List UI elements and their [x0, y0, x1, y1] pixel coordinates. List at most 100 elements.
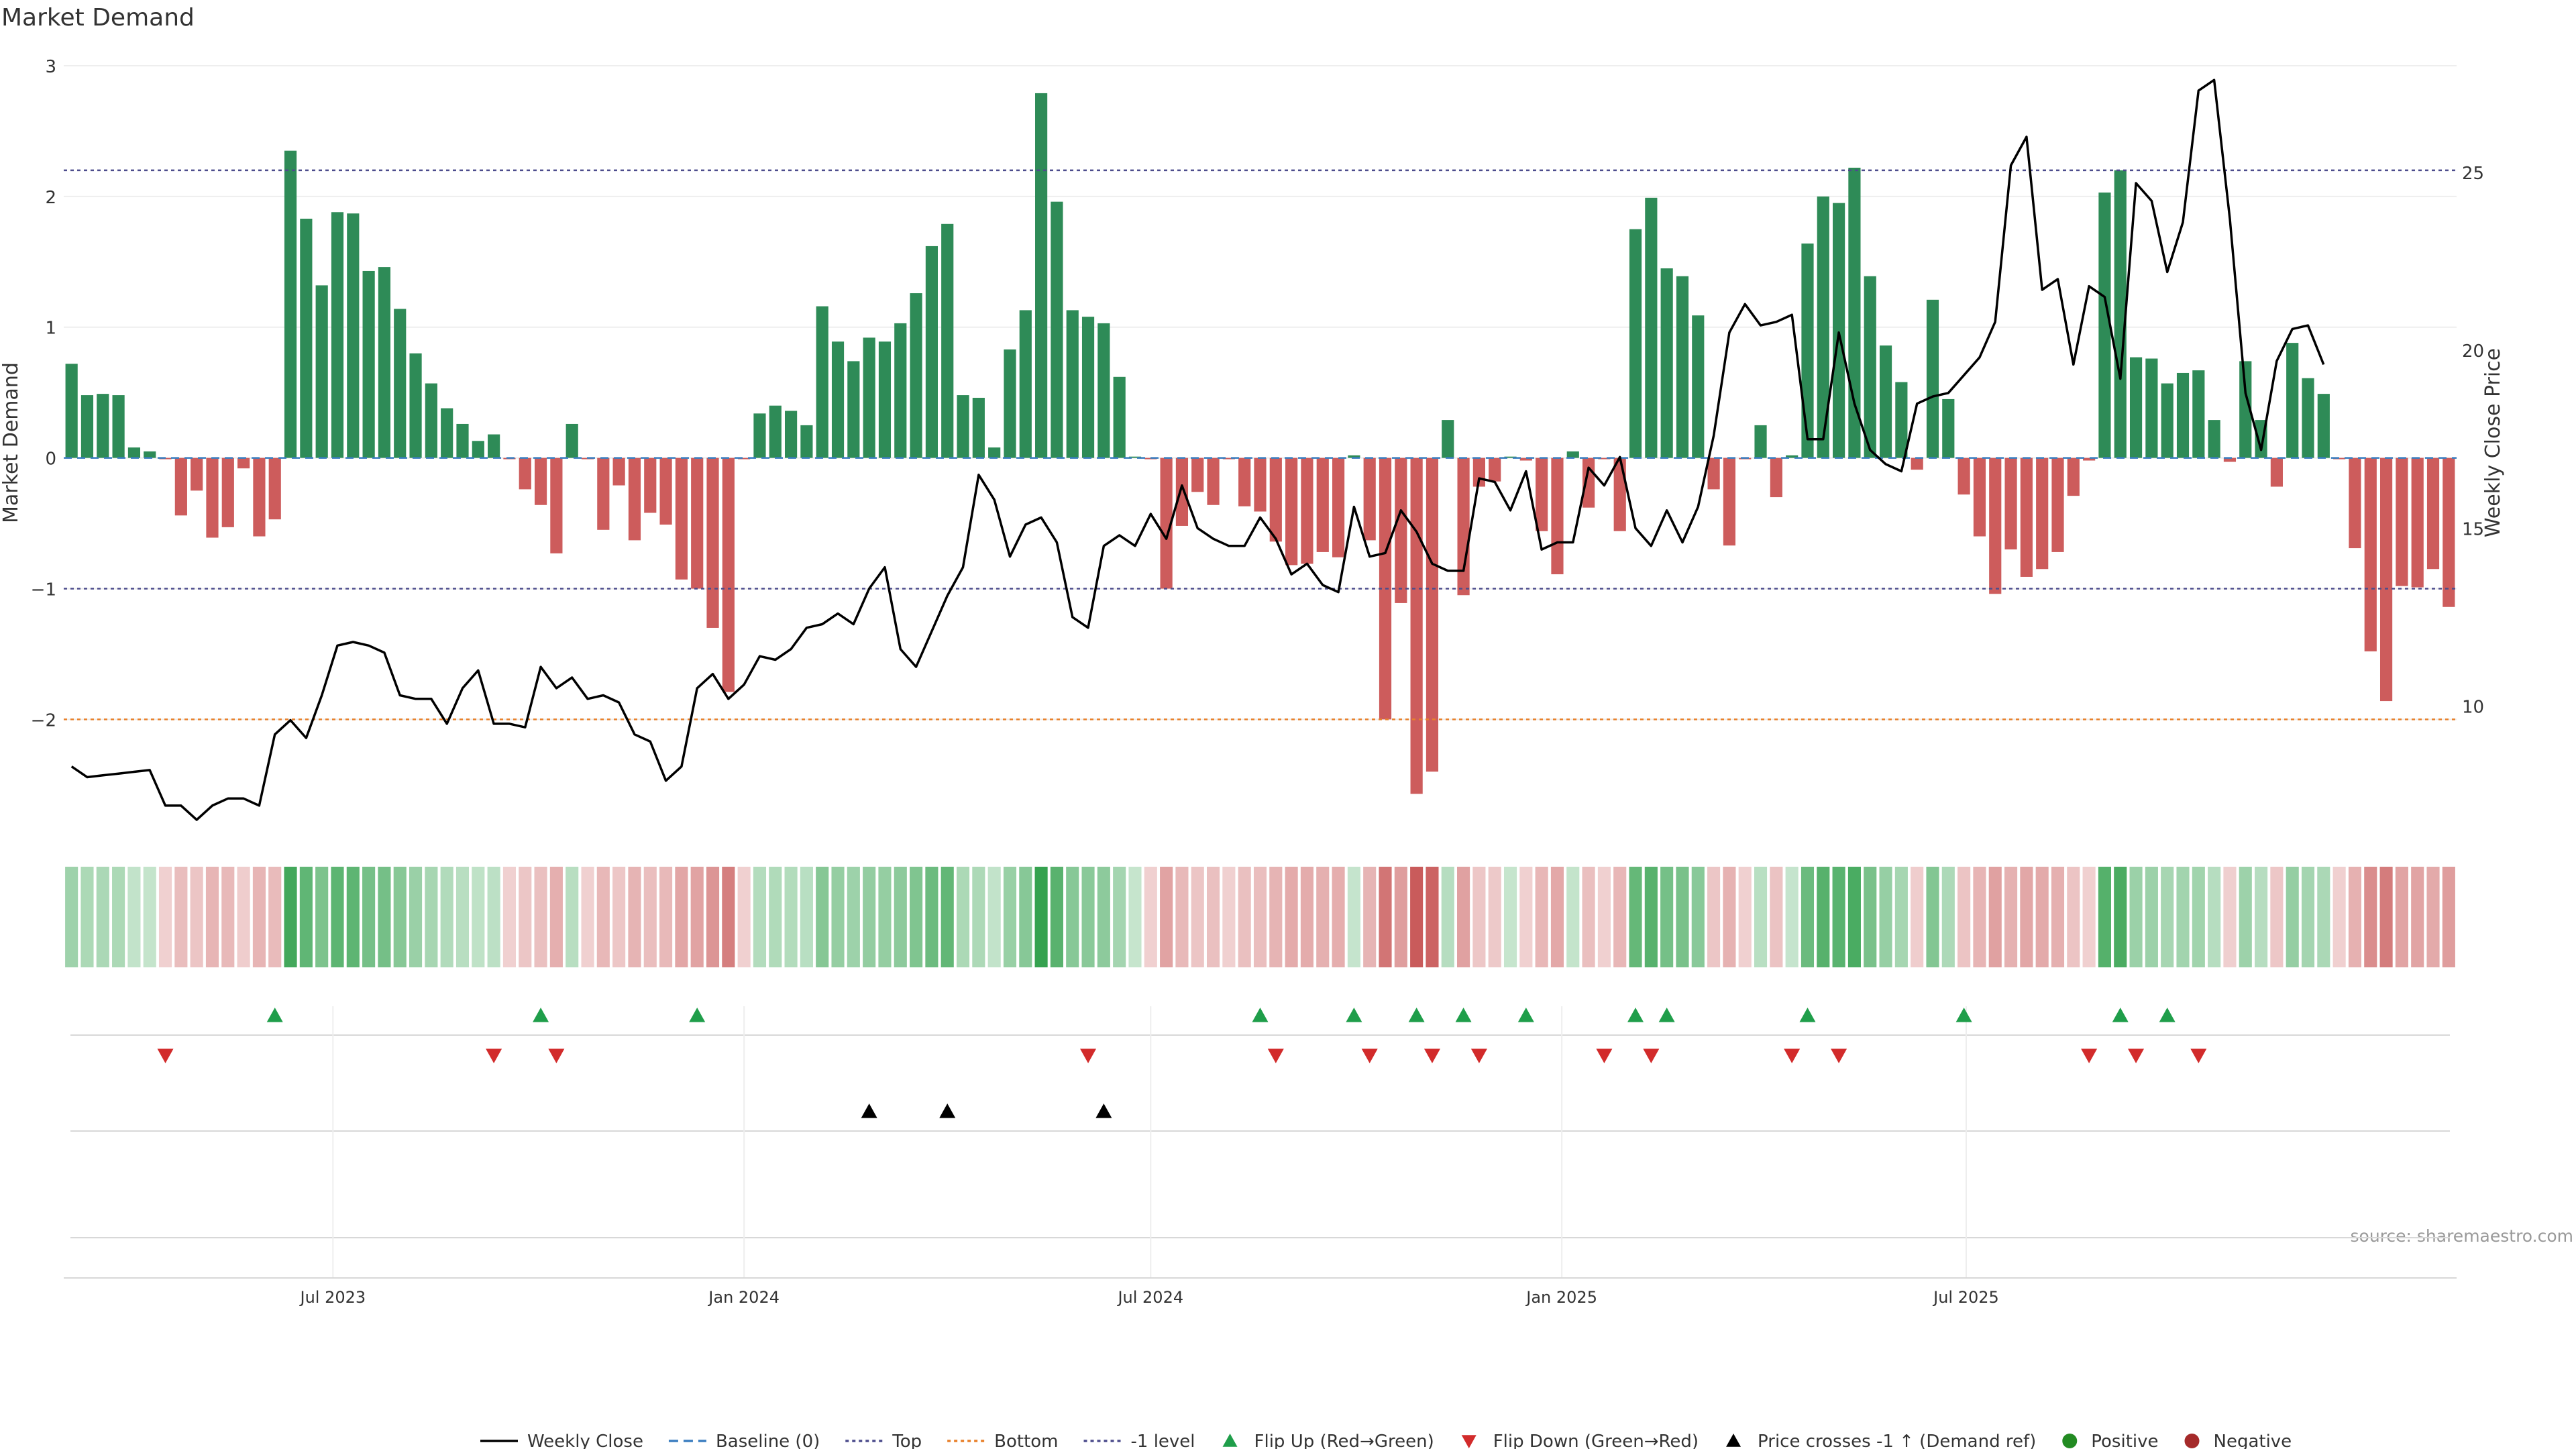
heat-strip-cell: [1316, 867, 1330, 967]
heat-strip-cell: [2379, 867, 2393, 967]
demand-bar: [472, 441, 484, 458]
demand-bar: [112, 395, 125, 458]
weekly-close-line: [70, 78, 2325, 821]
heat-strip-cell: [2286, 867, 2299, 967]
heat-strip-cell: [2270, 867, 2284, 967]
demand-bar: [1004, 349, 1016, 458]
weekly-close-line: [70, 78, 2325, 821]
demand-bar: [1598, 458, 1611, 460]
heat-strip-cell: [1691, 867, 1705, 967]
chart-title: Market Demand: [1, 4, 195, 32]
demand-bar: [2067, 458, 2080, 496]
demand-bar: [863, 337, 875, 458]
heat-strip-cell: [1519, 867, 1533, 967]
demand-bar: [1770, 458, 1782, 498]
heat-strip-cell: [252, 867, 266, 967]
heat-strip-cell: [1081, 867, 1095, 967]
heat-strip-cell: [1770, 867, 1783, 967]
legend-swatch: [2062, 1434, 2078, 1448]
y2-tick-label: 20: [2462, 341, 2484, 362]
demand-bar: [394, 309, 407, 458]
demand-bar: [2333, 458, 2346, 460]
signal-markers: [157, 1008, 2207, 1118]
flip-up-marker: [1252, 1008, 1269, 1022]
heat-strip-cell: [2004, 867, 2018, 967]
legend-swatch: [2184, 1434, 2200, 1448]
heat-strip-cell: [1379, 867, 1392, 967]
heat-strip-cell: [2239, 867, 2252, 967]
y-tick-label: 3: [45, 57, 56, 77]
heat-strip-cell: [1894, 867, 1908, 967]
heat-strip-cell: [1253, 867, 1267, 967]
heat-strip-cell: [1488, 867, 1501, 967]
heat-strip-cell: [1754, 867, 1768, 967]
heat-strip-cell: [659, 867, 673, 967]
demand-bar: [2317, 394, 2330, 458]
demand-bar: [253, 458, 266, 537]
demand-bar: [2083, 458, 2096, 461]
flip-up-marker: [1955, 1008, 1972, 1022]
heat-strip-cell: [284, 867, 297, 967]
x-tick-label: Jan 2024: [707, 1288, 780, 1307]
heat-strip-cell: [1003, 867, 1017, 967]
demand-bar: [612, 458, 625, 486]
demand-bar: [1160, 458, 1173, 589]
heat-strip-cell: [831, 867, 845, 967]
demand-bar: [488, 434, 500, 458]
heat-strip-cell: [549, 867, 563, 967]
legend-label: Flip Up (Red→Green): [1254, 1432, 1434, 1449]
demand-bar: [769, 405, 782, 458]
y2-tick-label: 25: [2462, 164, 2484, 184]
heat-strip-cell: [534, 867, 547, 967]
demand-bar: [1395, 458, 1407, 603]
legend-label: Price crosses -1 ↑ (Demand ref): [1758, 1432, 2036, 1449]
flip-up-marker: [2112, 1008, 2129, 1022]
heat-strip-cell: [1566, 867, 1580, 967]
demand-bar: [1989, 458, 2002, 594]
flip-down-marker: [1361, 1049, 1378, 1063]
demand-bar: [800, 425, 813, 458]
flip-down-marker: [548, 1049, 565, 1063]
heat-strip-cell: [1785, 867, 1799, 967]
demand-bar: [534, 458, 547, 505]
demand-bar: [2208, 420, 2220, 458]
legend-label: Negative: [2214, 1432, 2292, 1449]
demand-bar: [2396, 458, 2408, 586]
legend-item: Weekly Close: [480, 1432, 643, 1449]
demand-bar: [1489, 458, 1501, 482]
heat-strip-cell: [1207, 867, 1220, 967]
demand-bar: [1551, 458, 1564, 575]
flip-down-marker: [1784, 1049, 1801, 1063]
legend-swatch: [1461, 1435, 1477, 1448]
demand-bar: [1645, 197, 1658, 458]
demand-bar: [878, 341, 892, 458]
flip-down-marker: [1596, 1049, 1613, 1063]
demand-bar: [2161, 383, 2174, 458]
heat-strip-cell: [1269, 867, 1283, 967]
heat-strip-cell: [158, 867, 172, 967]
heat-strip-cell: [190, 867, 203, 967]
heat-strip-cell: [519, 867, 532, 967]
heat-strip-cell: [1660, 867, 1674, 967]
legend-label: Baseline (0): [716, 1432, 820, 1449]
y-tick-label: 0: [45, 449, 56, 470]
demand-bar: [550, 458, 563, 553]
demand-bar: [675, 458, 688, 580]
demand-bar: [972, 397, 985, 458]
demand-bar: [191, 458, 203, 491]
demand-bar: [2051, 458, 2064, 552]
demand-bar: [1254, 458, 1267, 512]
demand-bar: [2098, 193, 2111, 458]
heat-strip-cell: [2114, 867, 2127, 967]
heat-strip-cell: [2051, 867, 2065, 967]
reference-lines: [64, 169, 2457, 720]
flip-down-marker: [1470, 1049, 1487, 1063]
heat-strip-cell: [2426, 867, 2440, 967]
demand-bar: [1973, 458, 1986, 537]
legend-item: Flip Up (Red→Green): [1222, 1432, 1434, 1449]
demand-bar: [1238, 458, 1251, 506]
demand-bar: [1707, 458, 1720, 490]
demand-bar: [1316, 458, 1329, 552]
demand-bar: [2349, 458, 2361, 549]
